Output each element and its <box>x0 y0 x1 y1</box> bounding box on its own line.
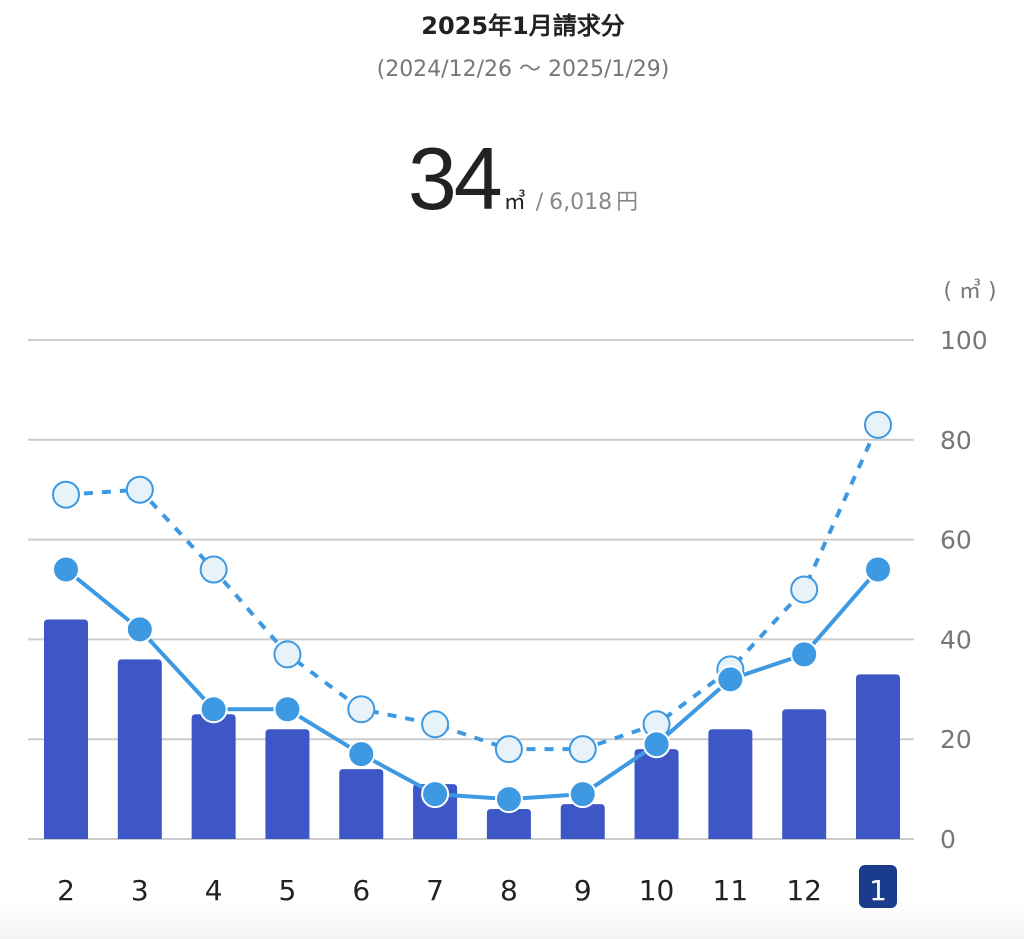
previous-year-point <box>125 475 154 504</box>
average-point <box>568 780 597 809</box>
previous-year-point <box>790 575 819 604</box>
previous-year-point <box>421 710 450 739</box>
average-point <box>642 730 671 759</box>
previous-year-point <box>52 480 80 509</box>
x-tick-label[interactable]: 12 <box>786 874 822 907</box>
previous-year-line <box>65 424 880 752</box>
y-tick-label: 100 <box>940 326 988 355</box>
x-tick-label[interactable]: 2 <box>57 874 75 907</box>
x-tick-label[interactable]: 9 <box>574 874 592 907</box>
average-point <box>52 555 80 584</box>
bar <box>708 729 753 839</box>
bar <box>265 729 310 839</box>
bar <box>117 659 162 839</box>
x-tick-label[interactable]: 1 <box>869 874 887 907</box>
average-point <box>790 640 819 669</box>
selected-month-highlight <box>859 865 897 908</box>
x-tick-label[interactable]: 10 <box>639 874 675 907</box>
bar <box>339 769 384 839</box>
page-title: 2025年1月請求分 <box>421 12 625 40</box>
previous-year-point <box>347 695 376 724</box>
y-tick-label: 60 <box>940 526 972 555</box>
average-point <box>494 785 523 814</box>
y-tick-label: 0 <box>940 825 956 854</box>
charge-amount: 6,018 <box>549 190 613 215</box>
average-point <box>199 695 228 724</box>
bar <box>486 809 531 839</box>
bar <box>44 619 88 839</box>
x-tick-label[interactable]: 7 <box>426 874 444 907</box>
summary-separator: / <box>535 190 544 215</box>
x-tick-label[interactable]: 11 <box>713 874 749 907</box>
average-point <box>864 555 892 584</box>
average-point <box>421 780 450 809</box>
charge-amount-unit: 円 <box>616 190 639 215</box>
y-axis-unit-label: ( ㎥ ) <box>943 278 996 304</box>
bar <box>856 674 900 839</box>
previous-year-point <box>494 735 523 764</box>
y-tick-label: 80 <box>940 426 972 455</box>
y-tick-label: 40 <box>940 625 972 654</box>
previous-year-point <box>199 555 228 584</box>
usage-unit: ㎥ <box>503 190 526 215</box>
average-point <box>273 695 302 724</box>
average-line <box>64 567 880 802</box>
average-point <box>347 740 376 769</box>
bottom-fade <box>0 900 1024 939</box>
previous-year-point <box>273 640 302 669</box>
x-tick-label[interactable]: 5 <box>279 874 297 907</box>
y-tick-label: 20 <box>940 725 972 754</box>
average-point <box>125 615 154 644</box>
billing-period: (2024/12/26 〜 2025/1/29) <box>376 57 670 82</box>
bar <box>634 749 679 839</box>
average-point <box>716 665 745 694</box>
x-tick-label[interactable]: 6 <box>352 874 370 907</box>
usage-value: 34 <box>407 129 503 228</box>
bar <box>782 709 827 839</box>
previous-year-point <box>568 735 597 764</box>
previous-year-point <box>864 410 892 439</box>
bar <box>560 804 605 839</box>
x-tick-label[interactable]: 8 <box>500 874 518 907</box>
x-tick-label[interactable]: 4 <box>205 874 223 907</box>
x-tick-label[interactable]: 3 <box>131 874 149 907</box>
bar <box>191 714 236 839</box>
usage-summary: 34 ㎥ /6,018 円 <box>0 128 1024 230</box>
